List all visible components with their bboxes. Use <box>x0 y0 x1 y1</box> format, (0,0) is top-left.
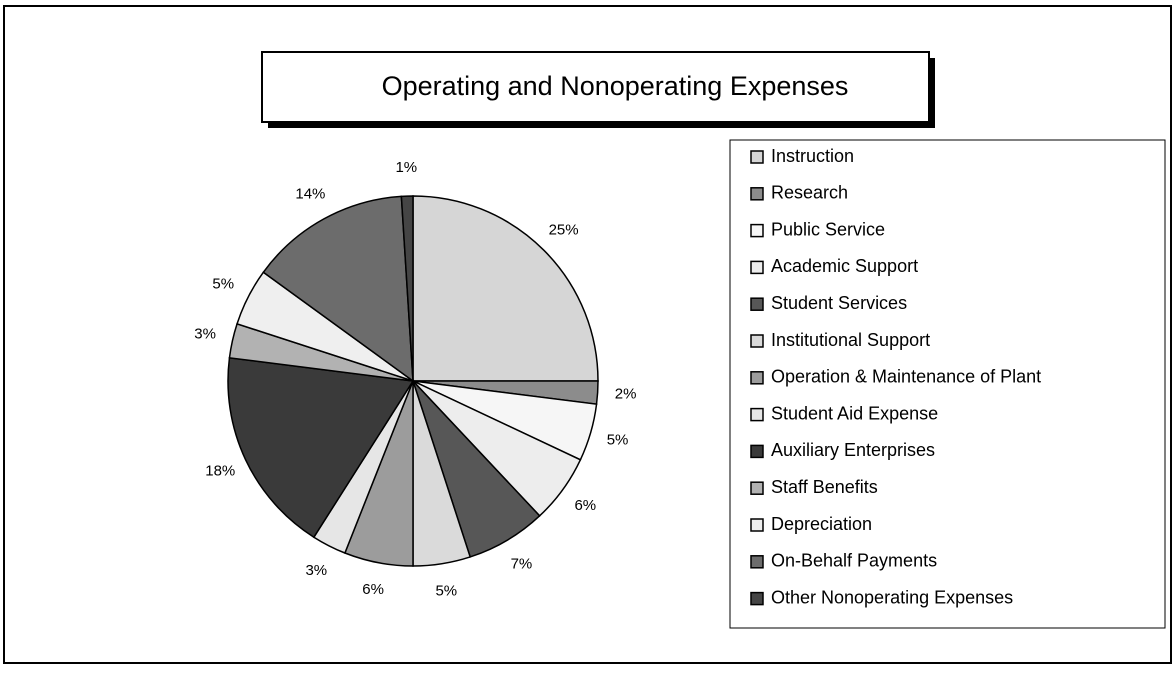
legend-box <box>729 139 1166 629</box>
pie-slice <box>400 195 414 382</box>
data-label: 5% <box>435 582 457 599</box>
legend-label: On-Behalf Payments <box>771 551 937 571</box>
data-label: 6% <box>574 497 596 514</box>
legend-marker <box>750 407 764 422</box>
data-label: 25% <box>549 221 579 238</box>
chart-title: Operating and Nonoperating Expenses <box>382 71 849 101</box>
data-label: 5% <box>607 431 629 448</box>
pie-slice <box>412 195 599 382</box>
legend-marker <box>750 297 764 311</box>
legend-marker <box>750 260 764 275</box>
legend-marker <box>750 371 764 385</box>
legend-marker <box>750 150 764 164</box>
legend-marker <box>750 481 764 495</box>
legend-label: Other Nonoperating Expenses <box>771 587 1013 607</box>
pie-slice <box>262 195 414 383</box>
legend-marker <box>750 444 764 459</box>
legend-label: Student Services <box>771 293 907 313</box>
legend-marker <box>750 334 764 348</box>
legend-label: Institutional Support <box>771 330 930 350</box>
legend-marker <box>750 223 764 238</box>
legend-label: Operation & Maintenance of Plant <box>771 367 1041 387</box>
legend-label: Student Aid Expense <box>771 403 938 423</box>
data-label: 7% <box>511 555 533 572</box>
data-label: 3% <box>305 562 327 579</box>
data-label: 6% <box>362 581 384 598</box>
data-label: 2% <box>615 385 637 402</box>
legend-label: Public Service <box>771 219 885 239</box>
legend-label: Depreciation <box>771 514 872 534</box>
legend-marker <box>750 187 764 201</box>
legend-marker <box>750 555 764 569</box>
legend-label: Research <box>771 183 848 203</box>
pie-slice <box>227 356 415 539</box>
legend-label: Instruction <box>771 146 854 166</box>
data-label: 1% <box>395 159 417 176</box>
legend-label: Auxiliary Enterprises <box>771 440 935 460</box>
legend-label: Staff Benefits <box>771 477 878 497</box>
legend-label: Academic Support <box>771 256 918 276</box>
data-label: 5% <box>212 275 234 292</box>
legend-marker <box>750 591 764 606</box>
legend-marker <box>750 518 764 532</box>
title-box <box>261 51 930 123</box>
data-label: 18% <box>205 463 235 480</box>
data-label: 14% <box>295 185 325 202</box>
data-label: 3% <box>194 326 216 343</box>
